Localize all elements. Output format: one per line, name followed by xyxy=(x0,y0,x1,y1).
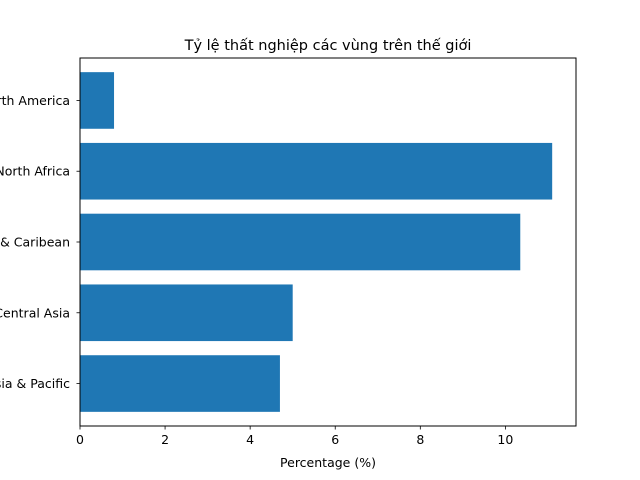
x-tick-label-1: 2 xyxy=(161,432,169,447)
x-tick-label-4: 8 xyxy=(416,432,424,447)
y-tick-label-4: North America xyxy=(0,93,70,108)
x-tick-label-2: 4 xyxy=(246,432,254,447)
x-tick-label-5: 10 xyxy=(497,432,513,447)
bar-4 xyxy=(80,72,115,129)
bar-2 xyxy=(80,213,521,271)
y-tick-label-3: Middle East & North Africa xyxy=(0,164,70,179)
x-axis-label: Percentage (%) xyxy=(280,455,376,470)
y-tick-label-1: Europe & Central Asia xyxy=(0,305,70,320)
bar-3 xyxy=(80,142,553,200)
bar-1 xyxy=(80,284,293,342)
y-tick-label-0: East Asia & Pacific xyxy=(0,376,70,391)
bar-0 xyxy=(80,355,280,412)
x-tick-label-0: 0 xyxy=(76,432,84,447)
x-tick-label-3: 6 xyxy=(331,432,339,447)
chart-title: Tỷ lệ thất nghiệp các vùng trên thế giới xyxy=(184,37,472,54)
y-tick-label-2: Latin America & Caribean xyxy=(0,235,70,250)
